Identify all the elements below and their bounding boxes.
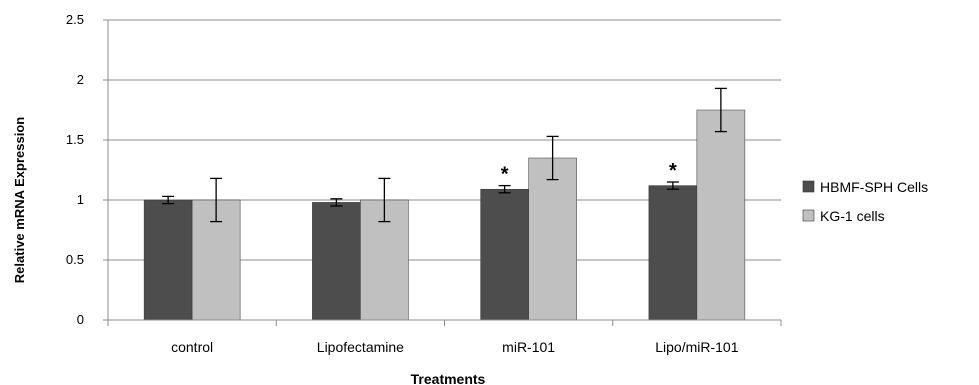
x-axis-title: Treatments: [411, 371, 486, 385]
y-tick-label: 1: [77, 192, 84, 207]
significance-marker: *: [501, 164, 509, 186]
bar: [648, 185, 698, 321]
bar: [312, 202, 361, 321]
y-tick-label: 2.5: [66, 12, 84, 27]
bar: [480, 188, 529, 321]
bars: * *: [143, 87, 746, 321]
bar: [143, 199, 193, 321]
y-tick-label: 1.5: [66, 132, 84, 147]
x-axis: control Lipofectamine miR-101 Lipo/miR-101: [107, 319, 782, 355]
legend: HBMF-SPH Cells KG-1 cells: [802, 179, 928, 224]
y-tick-label: 0: [77, 312, 84, 327]
x-tick-label: miR-101: [502, 339, 555, 355]
legend-label-hbmf-sph: HBMF-SPH Cells: [820, 179, 928, 195]
legend-swatch-hbmf-sph: [802, 180, 815, 193]
x-tick-label: control: [171, 339, 213, 355]
y-tick-label: 2: [77, 72, 84, 87]
bar: [696, 109, 746, 321]
legend-swatch-kg-1: [802, 209, 815, 222]
significance-marker: *: [669, 160, 677, 182]
legend-label-kg-1: KG-1 cells: [820, 208, 885, 224]
x-tick-label: Lipofectamine: [317, 339, 404, 355]
y-axis-title: Relative mRNA Expression: [12, 117, 27, 283]
y-tick-label: 0.5: [66, 252, 84, 267]
bar: [528, 157, 577, 321]
y-axis: 0 0.5 1 1.5 2 2.5: [66, 12, 109, 327]
x-tick-label: Lipo/miR-101: [655, 339, 738, 355]
